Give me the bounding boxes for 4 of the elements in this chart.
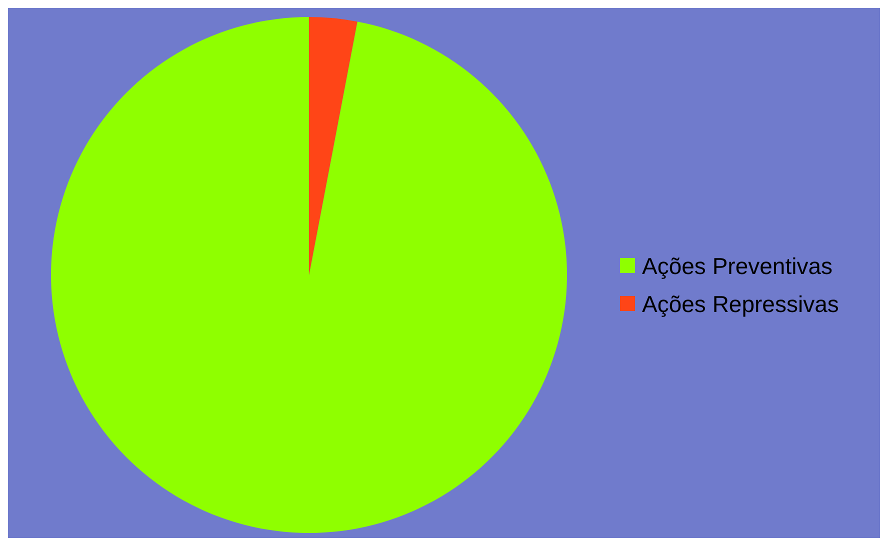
pie-slice bbox=[309, 17, 358, 275]
legend-label: Ações Preventivas bbox=[642, 253, 832, 279]
legend-label: Ações Repressivas bbox=[642, 291, 839, 317]
pie-slice bbox=[51, 17, 567, 533]
